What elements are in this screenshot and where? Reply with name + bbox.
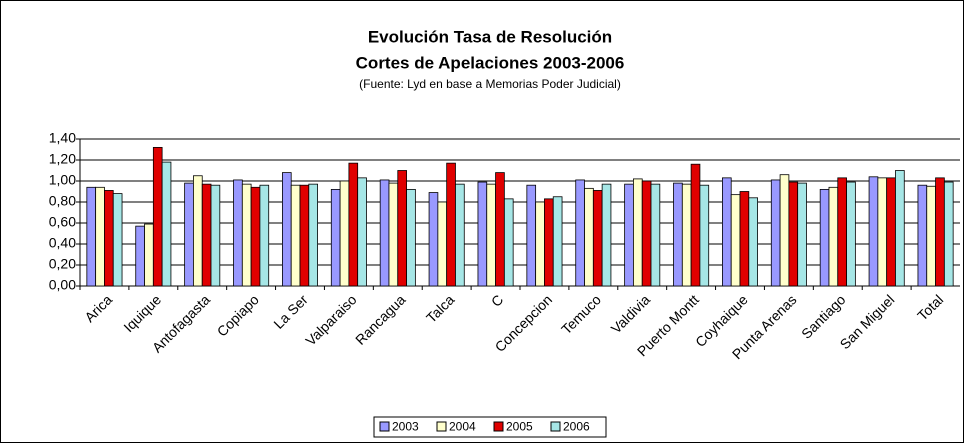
bar bbox=[233, 179, 243, 287]
bar bbox=[455, 183, 465, 287]
bar bbox=[846, 181, 856, 287]
bar bbox=[135, 225, 145, 287]
bar bbox=[917, 184, 928, 287]
bar bbox=[290, 184, 301, 287]
y-tick-label: 0,60 bbox=[49, 214, 76, 230]
bar bbox=[357, 177, 367, 287]
bar bbox=[193, 175, 203, 287]
y-tick-label: 1,20 bbox=[49, 151, 76, 167]
bar bbox=[486, 183, 496, 287]
bar bbox=[299, 184, 310, 287]
bar bbox=[788, 181, 799, 287]
chart-title: Evolución Tasa de Resolución bbox=[368, 27, 612, 46]
bar bbox=[201, 183, 212, 287]
bar bbox=[943, 181, 954, 287]
bar bbox=[641, 180, 652, 287]
bar bbox=[935, 177, 945, 287]
bar bbox=[837, 177, 847, 287]
bar bbox=[592, 190, 603, 287]
bar bbox=[388, 182, 399, 287]
bar bbox=[681, 183, 692, 287]
bar bbox=[552, 196, 563, 287]
bar bbox=[535, 201, 545, 287]
bar bbox=[152, 146, 163, 287]
bar bbox=[886, 177, 896, 287]
bar bbox=[624, 183, 634, 287]
bar bbox=[673, 182, 683, 287]
y-tick-label: 0,40 bbox=[49, 235, 76, 251]
bar bbox=[730, 194, 741, 287]
bar bbox=[495, 172, 505, 287]
bar bbox=[330, 188, 341, 287]
bar bbox=[770, 179, 781, 287]
legend-swatch bbox=[550, 421, 561, 432]
bar bbox=[379, 179, 390, 287]
bar bbox=[104, 190, 114, 287]
legend-box bbox=[373, 416, 607, 438]
bar bbox=[281, 172, 292, 287]
bar bbox=[575, 179, 585, 287]
chart-subtitle: Cortes de Apelaciones 2003-2006 bbox=[356, 53, 625, 72]
y-tick-label: 0,20 bbox=[49, 256, 76, 272]
bar bbox=[161, 161, 172, 287]
bar bbox=[526, 184, 537, 287]
legend-label: 2006 bbox=[563, 420, 590, 434]
bar bbox=[184, 182, 194, 287]
bar bbox=[739, 191, 750, 287]
bar bbox=[428, 192, 439, 287]
bar bbox=[86, 186, 97, 287]
bar bbox=[828, 186, 839, 287]
y-tick-label: 0,80 bbox=[49, 193, 76, 209]
bar bbox=[584, 187, 594, 287]
legend-swatch bbox=[493, 421, 504, 432]
bar bbox=[144, 223, 154, 287]
bar bbox=[503, 198, 514, 287]
y-tick-label: 0,00 bbox=[49, 277, 76, 293]
bar bbox=[748, 197, 758, 287]
bar bbox=[699, 184, 710, 287]
bar bbox=[406, 188, 416, 287]
bar bbox=[722, 177, 732, 287]
bar bbox=[877, 177, 888, 287]
legend-label: 2003 bbox=[392, 420, 419, 434]
bar bbox=[339, 180, 350, 287]
bar bbox=[308, 183, 318, 287]
bar bbox=[250, 186, 261, 287]
legend-label: 2004 bbox=[449, 420, 476, 434]
bar bbox=[690, 163, 701, 287]
bar bbox=[544, 198, 554, 287]
chart-source: (Fuente: Lyd en base a Memorias Poder Ju… bbox=[359, 77, 621, 91]
bar bbox=[819, 188, 830, 287]
bar bbox=[477, 181, 488, 287]
bar bbox=[779, 174, 790, 287]
bar bbox=[348, 162, 359, 287]
bar bbox=[437, 201, 448, 287]
legend-swatch bbox=[436, 421, 447, 432]
bar bbox=[601, 183, 612, 287]
bar bbox=[895, 170, 905, 287]
y-tick-label: 1,40 bbox=[49, 130, 76, 146]
bar bbox=[241, 183, 252, 287]
legend-swatch bbox=[379, 421, 390, 432]
legend-label: 2005 bbox=[506, 420, 533, 434]
bar bbox=[446, 162, 456, 287]
bar bbox=[112, 193, 123, 287]
y-tick-label: 1,00 bbox=[49, 172, 76, 188]
bar bbox=[926, 185, 936, 287]
bar bbox=[650, 183, 661, 287]
bar bbox=[397, 170, 407, 287]
bar bbox=[868, 176, 879, 287]
bar bbox=[633, 178, 643, 287]
bar bbox=[95, 186, 105, 287]
bar bbox=[797, 182, 807, 287]
bar bbox=[210, 184, 221, 287]
bar bbox=[259, 184, 270, 287]
